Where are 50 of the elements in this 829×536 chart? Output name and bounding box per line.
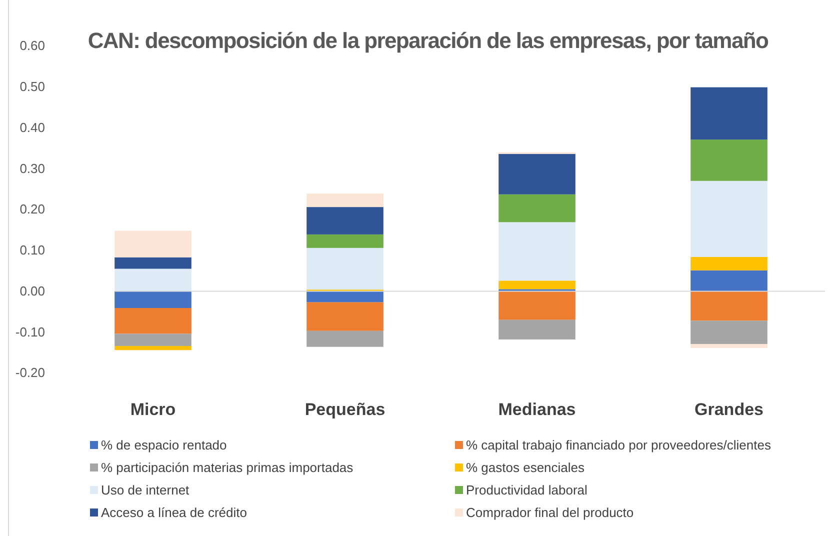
bar [690, 180, 768, 257]
y-tick-label: 0.30 [20, 160, 45, 176]
bar [690, 140, 768, 181]
y-tick-label: 0.40 [20, 120, 45, 135]
bar [306, 248, 384, 290]
bar [306, 291, 384, 302]
bar [690, 270, 768, 292]
x-tick-label: Grandes [694, 400, 764, 420]
bar [498, 194, 576, 222]
bar [306, 302, 384, 331]
legend-label: Productividad laboral [466, 482, 588, 498]
bar [690, 87, 768, 140]
bar [306, 234, 384, 248]
bar [690, 256, 768, 270]
legend-label: Uso de internet [101, 482, 190, 498]
bar [114, 291, 192, 308]
y-tick-label: -0.20 [15, 365, 45, 380]
legend-label: Comprador final del producto [466, 505, 634, 520]
y-tick-label: 0.50 [20, 79, 45, 94]
x-tick-label: Medianas [498, 400, 576, 420]
bar [690, 344, 768, 348]
legend-label: Acceso a línea de crédito [101, 505, 247, 520]
bar [114, 230, 192, 258]
bar [690, 291, 768, 321]
x-tick-label: Pequeñas [304, 400, 386, 420]
bar [114, 346, 192, 350]
chart-title: CAN: descomposición de la preparación de las empresas, por tamaño [88, 28, 769, 53]
bar [498, 280, 576, 290]
legend-label: % participación materias primas importadas [101, 460, 354, 475]
y-tick-label: 0.00 [20, 283, 45, 298]
y-tick-label: 0.10 [20, 242, 45, 258]
bar [306, 207, 384, 234]
bar [114, 334, 192, 346]
legend-label: % gastos esenciales [466, 460, 586, 475]
x-tick-label: Micro [130, 400, 176, 420]
bar [690, 320, 768, 344]
legend-label: % capital trabajo financiado por proveedores/clientes [466, 438, 772, 452]
bar [498, 291, 576, 320]
bar [114, 257, 192, 269]
bar [498, 320, 576, 340]
bar [306, 330, 384, 347]
bar [306, 194, 384, 208]
bar [114, 308, 192, 334]
bar [498, 222, 576, 281]
y-tick-label: 0.20 [20, 202, 45, 217]
y-tick-label: -0.10 [15, 324, 45, 340]
bar [498, 154, 576, 194]
y-tick-label: 0.60 [20, 38, 45, 54]
bar [114, 268, 192, 292]
legend-label: % de espacio rentado [101, 438, 227, 452]
